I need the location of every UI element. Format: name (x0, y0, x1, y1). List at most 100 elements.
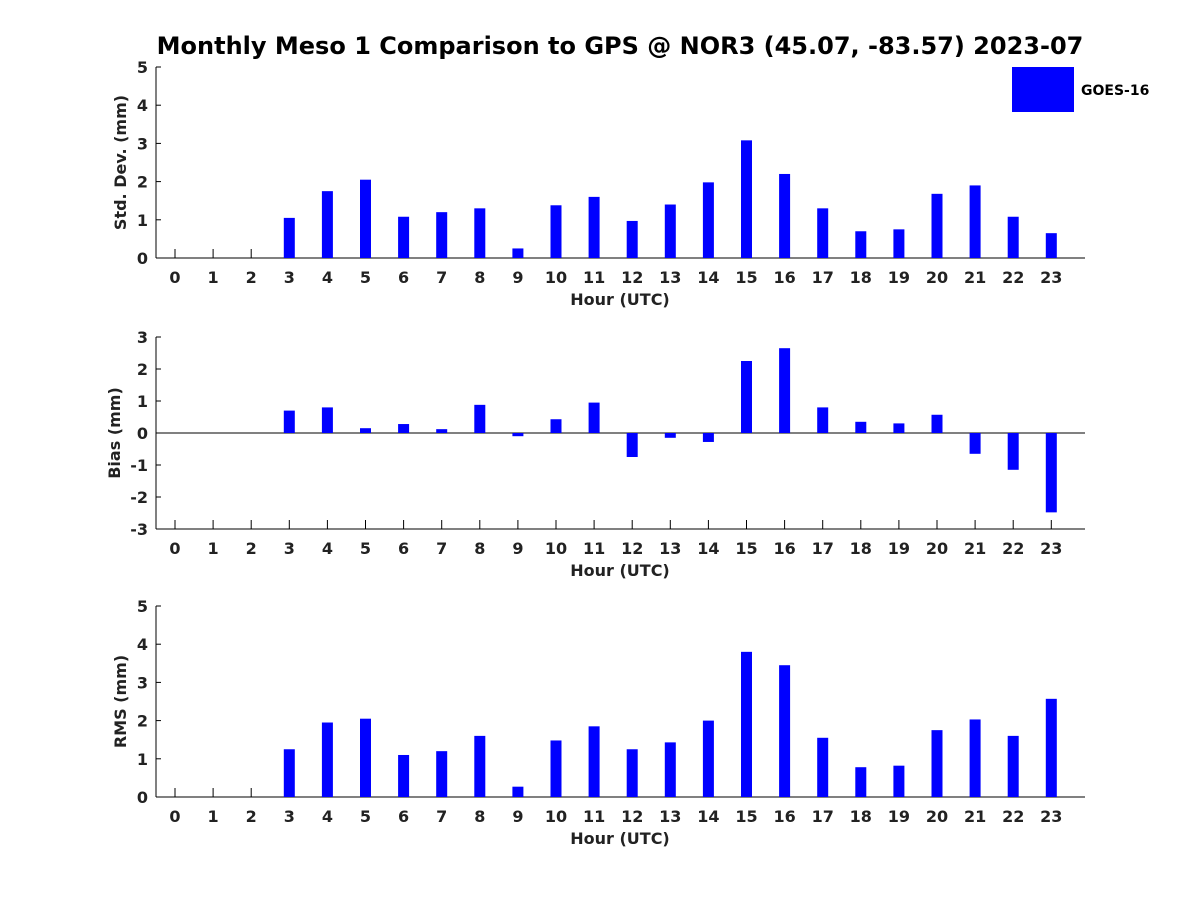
bar (893, 765, 905, 797)
bar (779, 665, 791, 797)
x-tick-label: 9 (512, 807, 523, 826)
bar (283, 410, 295, 433)
bar (702, 182, 714, 258)
x-tick-label: 6 (398, 807, 409, 826)
bar (360, 428, 371, 433)
x-tick-label: 3 (284, 268, 295, 287)
x-tick-label: 3 (284, 807, 295, 826)
bar (360, 718, 371, 797)
bar (855, 767, 867, 797)
x-tick-label: 2 (246, 807, 257, 826)
x-tick-label: 23 (1040, 539, 1062, 558)
y-tick-label: 0 (137, 788, 148, 807)
x-tick-label: 0 (169, 539, 180, 558)
bar (817, 208, 829, 258)
x-tick-label: 4 (322, 807, 333, 826)
y-tick-label: -2 (130, 488, 148, 507)
x-tick-label: 5 (360, 807, 371, 826)
x-tick-label: 6 (398, 539, 409, 558)
x-tick-label: 0 (169, 807, 180, 826)
y-tick-label: 1 (137, 211, 148, 230)
bar (321, 191, 333, 258)
x-tick-label: 14 (697, 807, 719, 826)
x-tick-label: 11 (583, 539, 605, 558)
bar (969, 185, 981, 258)
x-axis-label: Hour (UTC) (570, 829, 670, 848)
y-tick-label: 5 (137, 597, 148, 616)
x-tick-label: 18 (850, 807, 872, 826)
x-tick-label: 12 (621, 268, 643, 287)
bar (626, 220, 638, 258)
x-tick-label: 10 (545, 807, 567, 826)
bar (741, 651, 752, 797)
bar (1045, 433, 1057, 513)
y-tick-label: 0 (137, 249, 148, 268)
x-tick-label: 5 (360, 268, 371, 287)
bar (893, 423, 905, 433)
bar (1007, 433, 1019, 470)
bar (855, 421, 867, 433)
y-tick-label: 3 (137, 673, 148, 692)
x-tick-label: 2 (246, 268, 257, 287)
bar (398, 424, 410, 433)
y-tick-label: 4 (137, 635, 148, 654)
x-tick-label: 15 (735, 539, 757, 558)
x-tick-label: 18 (850, 268, 872, 287)
x-tick-label: 5 (360, 539, 371, 558)
x-axis-label: Hour (UTC) (570, 561, 670, 580)
x-tick-label: 20 (926, 268, 948, 287)
bar (588, 402, 600, 433)
x-tick-label: 9 (512, 268, 523, 287)
x-tick-label: 21 (964, 539, 986, 558)
y-tick-label: 3 (137, 134, 148, 153)
bar (741, 361, 752, 433)
x-tick-label: 11 (583, 268, 605, 287)
x-tick-label: 21 (964, 807, 986, 826)
y-tick-label: -1 (130, 456, 148, 475)
y-axis-label: RMS (mm) (111, 655, 130, 748)
x-tick-label: 17 (812, 539, 834, 558)
x-tick-label: 17 (812, 807, 834, 826)
bar (283, 749, 295, 797)
bar (398, 216, 410, 258)
bar (817, 737, 829, 797)
x-tick-label: 19 (888, 807, 910, 826)
bar (360, 179, 371, 258)
bar (741, 140, 752, 258)
bar (1045, 698, 1057, 797)
bar (664, 742, 676, 797)
x-tick-label: 20 (926, 539, 948, 558)
bar (550, 740, 562, 797)
y-axis-label: Std. Dev. (mm) (111, 95, 130, 230)
x-tick-label: 22 (1002, 268, 1024, 287)
x-tick-label: 13 (659, 539, 681, 558)
x-tick-label: 15 (735, 268, 757, 287)
x-tick-label: 13 (659, 807, 681, 826)
bar (664, 433, 676, 438)
x-tick-label: 4 (322, 268, 333, 287)
x-tick-label: 20 (926, 807, 948, 826)
y-tick-label: 1 (137, 392, 148, 411)
bar (398, 754, 410, 797)
x-tick-label: 23 (1040, 268, 1062, 287)
bar (588, 196, 600, 258)
x-tick-label: 14 (697, 268, 719, 287)
y-tick-label: 2 (137, 712, 148, 731)
bar (321, 407, 333, 433)
x-tick-label: 7 (436, 539, 447, 558)
bar (436, 212, 448, 258)
bar (702, 433, 714, 442)
x-tick-label: 3 (284, 539, 295, 558)
x-tick-label: 19 (888, 268, 910, 287)
y-tick-label: 5 (137, 58, 148, 77)
x-tick-label: 8 (474, 268, 485, 287)
bar (969, 433, 981, 454)
x-tick-label: 1 (208, 268, 219, 287)
bar (855, 231, 867, 258)
bar (626, 749, 638, 797)
x-tick-label: 16 (773, 268, 795, 287)
bar (931, 730, 943, 797)
